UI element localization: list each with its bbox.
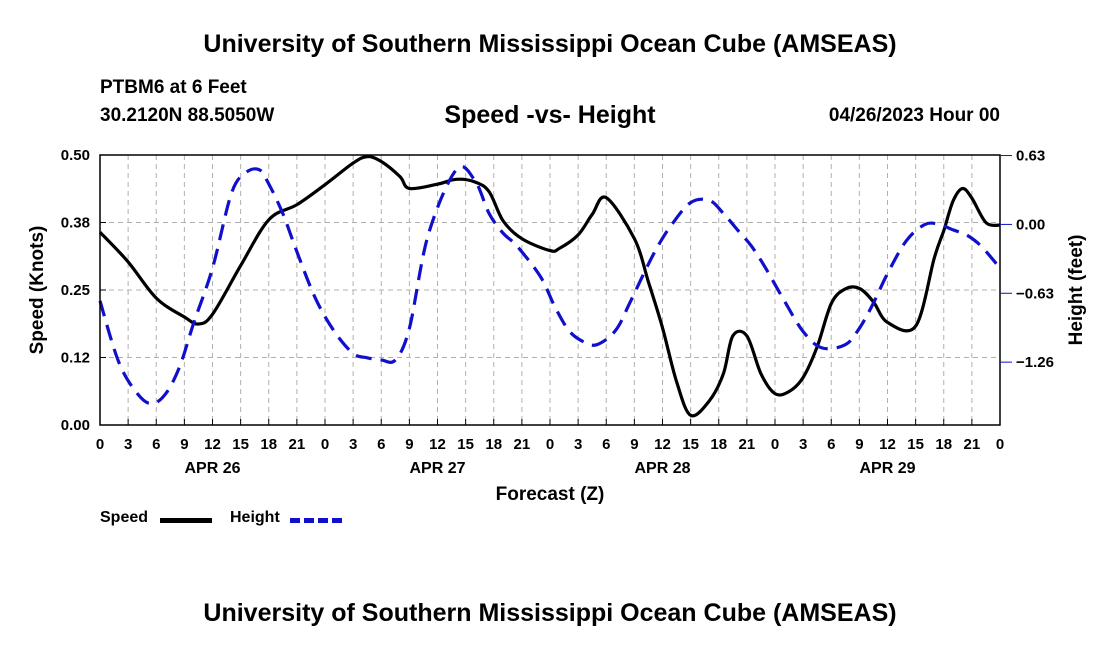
y-tick-label: 0.50 (61, 147, 90, 164)
x-tick-label: 21 (514, 436, 531, 453)
x-tick-label: 12 (204, 436, 221, 453)
legend-height-label: Height (230, 509, 280, 526)
legend-height-swatch (290, 518, 342, 523)
x-tick-label: 6 (152, 436, 160, 453)
day-label: APR 27 (409, 460, 465, 477)
y-axis-label: Speed (Knots) (27, 226, 48, 355)
x-tick-label: 15 (457, 436, 474, 453)
legend-speed-swatch (160, 518, 212, 523)
x-tick-label: 0 (96, 436, 104, 453)
x-tick-label: 9 (855, 436, 863, 453)
series-layer (98, 154, 1002, 418)
series-line-height (98, 165, 1002, 406)
x-tick-label: 6 (377, 436, 385, 453)
x-tick-label: 0 (321, 436, 329, 453)
station-coordinates: 30.2120N 88.5050W (100, 105, 275, 126)
y-tick-label: 0.25 (61, 282, 90, 299)
series-line-speed (98, 154, 1001, 418)
x-tick-label: 21 (964, 436, 981, 453)
forecast-datetime: 04/26/2023 Hour 00 (828, 105, 1000, 126)
y2-tick-label: −1.26 (1016, 354, 1054, 371)
chart-main-title: University of Southern Mississippi Ocean… (203, 30, 897, 58)
x-axis-label: Forecast (Z) (496, 484, 605, 505)
day-label: APR 28 (634, 460, 690, 477)
x-tick-label: 9 (180, 436, 188, 453)
x-tick-label: 15 (232, 436, 249, 453)
grid (100, 155, 1000, 425)
x-tick-label: 0 (546, 436, 554, 453)
x-tick-label: 6 (602, 436, 610, 453)
x-tick-label: 12 (654, 436, 671, 453)
y2-axis-label: Height (feet) (1066, 235, 1087, 346)
y-tick-label: 0.38 (61, 215, 90, 232)
y-tick-label: 0.00 (61, 417, 90, 434)
x-tick-label: 15 (682, 436, 699, 453)
x-tick-label: 3 (799, 436, 807, 453)
x-tick-label: 18 (710, 436, 727, 453)
x-tick-label: 3 (124, 436, 132, 453)
x-tick-label: 9 (630, 436, 638, 453)
day-label: APR 29 (859, 460, 915, 477)
x-tick-label: 12 (429, 436, 446, 453)
x-tick-label: 18 (935, 436, 952, 453)
chart-subtitle: Speed -vs- Height (444, 101, 656, 129)
x-tick-label: 15 (907, 436, 924, 453)
x-tick-label: 21 (739, 436, 756, 453)
axes: 0 3 6 9 12 15 18 21 0 3 6 9 12 15 18 21 0 3 6 9 12 15 18 21 0 3 6 9… (61, 147, 1054, 477)
legend-speed-label: Speed (100, 509, 149, 526)
footer-title: University of Southern Mississippi Ocean… (203, 599, 897, 627)
x-tick-label: 18 (485, 436, 502, 453)
y2-tick-label: −0.63 (1016, 285, 1054, 302)
y-tick-label: 0.12 (61, 350, 90, 367)
day-label: APR 26 (184, 460, 240, 477)
x-tick-label: 6 (827, 436, 835, 453)
x-tick-label: 3 (349, 436, 357, 453)
x-tick-label: 21 (289, 436, 306, 453)
y2-tick-label: 0.63 (1016, 148, 1045, 165)
station-label: PTBM6 at 6 Feet (100, 77, 247, 98)
x-tick-label: 3 (574, 436, 582, 453)
x-tick-label: 0 (996, 436, 1004, 453)
y2-tick-label: 0.00 (1016, 216, 1045, 233)
x-tick-label: 12 (879, 436, 896, 453)
x-tick-label: 9 (405, 436, 413, 453)
x-tick-label: 18 (260, 436, 277, 453)
x-tick-label: 0 (771, 436, 779, 453)
